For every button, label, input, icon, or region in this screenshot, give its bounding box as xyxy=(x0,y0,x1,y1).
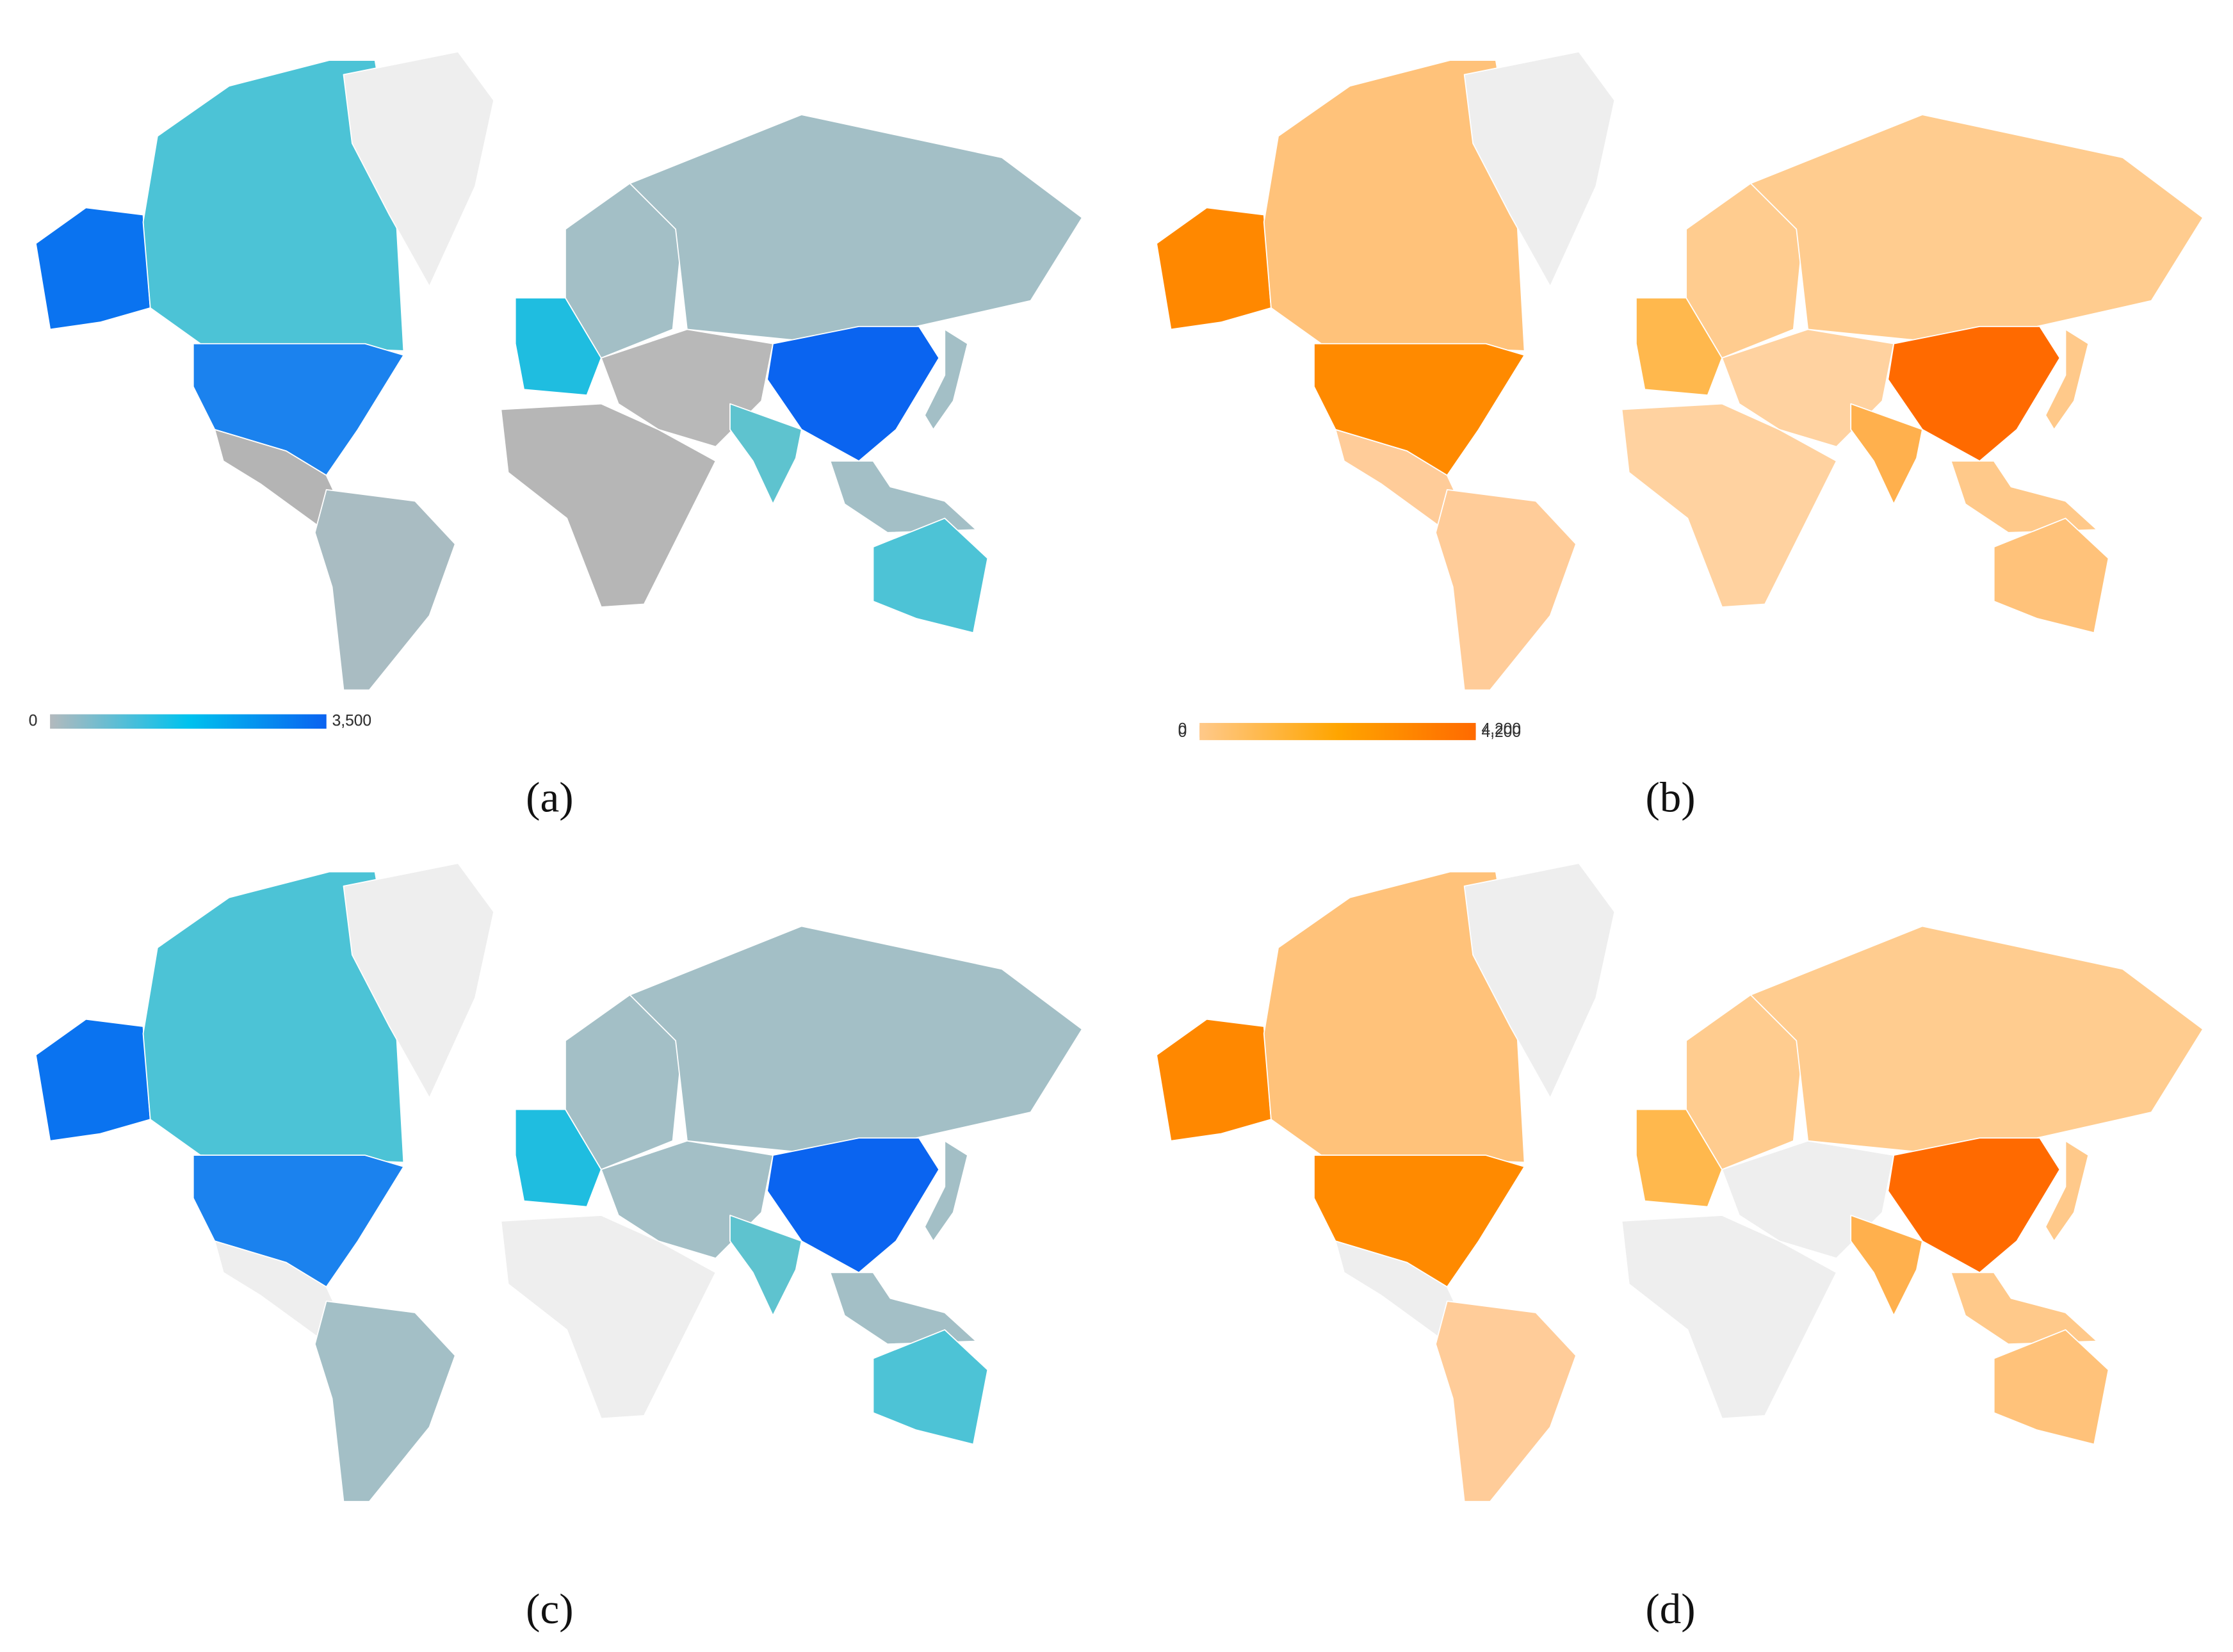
legend-tick-label: 4,200 xyxy=(1481,721,1521,738)
world-map xyxy=(35,862,1083,1502)
legend-tick-label: 0 xyxy=(29,712,38,729)
legend-tick-label: 0 xyxy=(1178,721,1187,738)
country-region xyxy=(500,403,717,608)
country-region xyxy=(729,1215,802,1316)
legend-color-bar xyxy=(1199,725,1476,740)
country-region xyxy=(1621,1215,1837,1420)
country-region xyxy=(1850,403,1923,505)
world-map xyxy=(35,51,1083,691)
legend-tick-label: 3,500 xyxy=(332,712,372,729)
country-region xyxy=(343,862,495,1099)
country-region xyxy=(767,326,940,462)
map-panel: 0 3,500 (c) xyxy=(29,712,1083,1633)
country-region xyxy=(872,1329,989,1445)
legend-tick-label: 0 xyxy=(1178,724,1187,741)
country-region xyxy=(1950,460,2098,533)
country-region xyxy=(829,1272,977,1345)
world-map xyxy=(1156,862,2204,1502)
legend: 0 4,200 xyxy=(1178,724,1521,741)
country-region xyxy=(35,1018,151,1142)
legend-tick-label: 3,500 xyxy=(332,712,372,729)
country-region xyxy=(2045,1140,2090,1242)
panel-label: (d) xyxy=(1645,1585,1695,1633)
country-region xyxy=(924,328,968,430)
country-region xyxy=(35,207,151,330)
map-panel: 0 4,200 (d) xyxy=(1156,724,2204,1633)
country-region xyxy=(1993,517,2109,634)
country-region xyxy=(729,403,802,505)
country-region xyxy=(1750,114,2204,342)
country-region xyxy=(629,114,1083,342)
map-panel: 0 4,200 (b) xyxy=(1156,51,2204,821)
country-region xyxy=(1435,1300,1577,1502)
country-region xyxy=(1887,1137,2061,1274)
country-region xyxy=(629,925,1083,1153)
panel-label: (b) xyxy=(1645,773,1695,821)
legend-color-bar xyxy=(50,714,327,729)
country-region xyxy=(1621,403,1837,608)
country-region xyxy=(1950,1272,2098,1345)
country-region xyxy=(314,489,456,691)
panel-label: (a) xyxy=(526,773,573,821)
country-region xyxy=(500,1215,717,1420)
country-region xyxy=(1850,1215,1923,1316)
country-region xyxy=(1887,326,2061,462)
country-region xyxy=(1463,862,1616,1099)
country-region xyxy=(1156,207,1272,330)
map-panel: 0 3,500 (a) xyxy=(29,51,1083,821)
world-map xyxy=(1156,51,2204,691)
country-region xyxy=(1463,51,1616,287)
country-region xyxy=(872,517,989,634)
panel-label: (c) xyxy=(526,1585,573,1633)
country-region xyxy=(2045,328,2090,430)
country-region xyxy=(924,1140,968,1242)
country-region xyxy=(1435,489,1577,691)
country-region xyxy=(1156,1018,1272,1142)
legend-tick-label: 4,200 xyxy=(1481,724,1521,741)
country-region xyxy=(314,1300,456,1502)
legend-tick-label: 0 xyxy=(29,712,38,729)
legend: 0 3,500 xyxy=(29,712,371,729)
country-region xyxy=(829,460,977,533)
country-region xyxy=(1750,925,2204,1153)
country-region xyxy=(1993,1329,2109,1445)
country-region xyxy=(343,51,495,287)
country-region xyxy=(767,1137,940,1274)
